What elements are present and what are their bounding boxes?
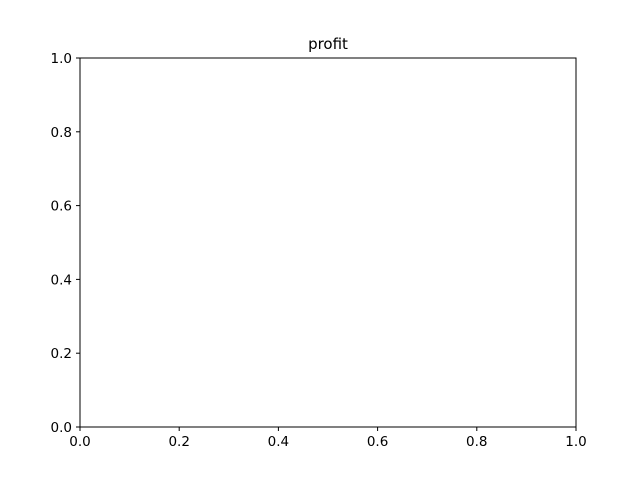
- x-tick-label: 0.0: [69, 434, 90, 450]
- x-tick-label: 0.8: [466, 434, 487, 450]
- y-tick-label: 0.0: [51, 420, 72, 436]
- x-tick-label: 0.6: [367, 434, 388, 450]
- chart-title: profit: [308, 35, 348, 53]
- axes-frame: [79, 57, 577, 428]
- y-tick-label: 0.4: [51, 272, 72, 288]
- x-tick-label: 0.4: [268, 434, 289, 450]
- x-axis: 0.0 0.2 0.4 0.6 0.8 1.0: [69, 427, 587, 450]
- y-tick-label: 0.2: [51, 346, 72, 362]
- y-tick-label: 0.6: [51, 199, 72, 215]
- x-tick-label: 1.0: [565, 434, 586, 450]
- y-tick-label: 0.8: [51, 125, 72, 141]
- plot-area: [79, 57, 577, 428]
- y-tick-label: 1.0: [51, 51, 72, 67]
- y-axis: 0.0 0.2 0.4 0.6 0.8 1.0: [51, 51, 80, 436]
- x-tick-label: 0.2: [168, 434, 189, 450]
